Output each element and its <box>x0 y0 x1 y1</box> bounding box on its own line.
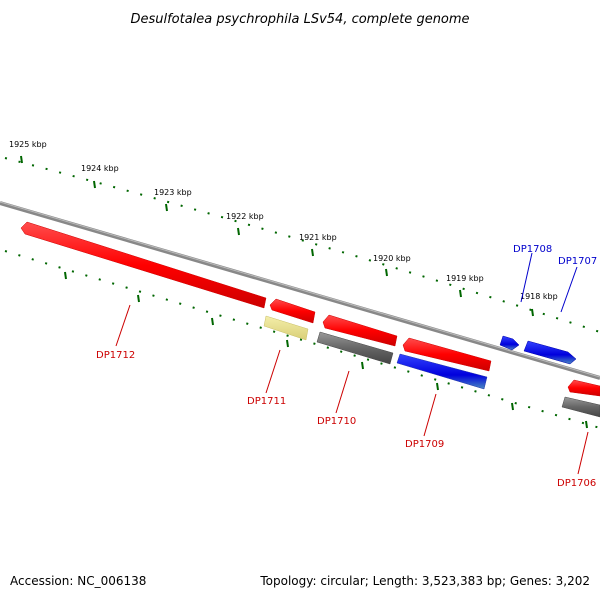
lower-tick-dots <box>4 250 600 429</box>
gene-label-dp1710[interactable]: DP1710 <box>317 416 356 427</box>
gene-labels: DP1712 DP1711 DP1710 DP1709 DP1708 DP170… <box>96 244 597 489</box>
genome-backbone-highlight <box>0 201 600 378</box>
gene-label-dp1707[interactable]: DP1707 <box>558 256 597 267</box>
scale-label: 1918 kbp <box>520 292 558 301</box>
major-tick <box>93 180 96 189</box>
leader-line-dp1706 <box>577 431 589 475</box>
genome-backbone <box>0 201 600 380</box>
genome-summary-text: Topology: circular; Length: 3,523,383 bp… <box>260 574 590 588</box>
leader-line-dp1708 <box>520 252 533 303</box>
scale-label: 1919 kbp <box>446 274 484 283</box>
major-ticks <box>20 155 534 317</box>
major-tick <box>436 382 439 391</box>
major-tick <box>137 294 140 303</box>
major-tick <box>459 289 462 298</box>
map-title: Desulfotalea psychrophila LSv54, complet… <box>130 12 469 27</box>
footer-bar: Accession: NC_006138 Topology: circular;… <box>0 570 600 594</box>
gene-arrow-dp1708[interactable] <box>499 335 520 351</box>
leader-line-dp1711 <box>265 349 281 394</box>
major-tick <box>211 317 214 326</box>
gene-features <box>20 221 600 418</box>
major-tick <box>585 420 588 429</box>
gene-arrow-dp1712[interactable] <box>20 221 267 309</box>
gene-arrow-dp1709[interactable] <box>402 337 492 372</box>
scale-label: 1921 kbp <box>299 233 337 242</box>
major-tick <box>64 271 67 280</box>
lower-major-ticks <box>64 271 588 429</box>
gene-arrow-dp1706-cds[interactable] <box>561 396 600 418</box>
gene-arrow-dp1710[interactable] <box>322 314 398 347</box>
gene-label-dp1709[interactable]: DP1709 <box>405 439 444 450</box>
major-tick <box>361 361 364 370</box>
major-tick <box>165 203 168 212</box>
gene-arrow-dp1709-cds[interactable] <box>396 353 488 390</box>
leader-line-dp1710 <box>335 370 350 414</box>
major-tick <box>20 155 23 164</box>
scale-label: 1924 kbp <box>81 164 119 173</box>
gene-arrow-dp1710-cds[interactable] <box>316 331 394 365</box>
gene-label-dp1711[interactable]: DP1711 <box>247 396 286 407</box>
gene-leader-lines <box>115 252 589 475</box>
major-tick <box>511 402 514 411</box>
major-tick <box>311 248 314 257</box>
scale-label: 1920 kbp <box>373 254 411 263</box>
leader-line-dp1712 <box>115 304 131 347</box>
gene-arrow-dp1711[interactable] <box>269 298 316 324</box>
accession-text: Accession: NC_006138 <box>10 574 147 588</box>
gene-label-dp1712[interactable]: DP1712 <box>96 350 135 361</box>
gene-arrow-dp1707[interactable] <box>523 340 577 365</box>
gene-label-dp1706[interactable]: DP1706 <box>557 478 596 489</box>
gene-arrow-dp1706[interactable] <box>567 379 600 397</box>
upper-tick-dots <box>4 157 600 333</box>
scale-label: 1923 kbp <box>154 188 192 197</box>
scale-label: 1922 kbp <box>226 212 264 221</box>
gene-arrow-dp1711-cds[interactable] <box>263 315 309 341</box>
major-tick <box>531 308 534 317</box>
upper-tick-track <box>4 157 600 333</box>
major-tick <box>237 227 240 236</box>
leader-line-dp1709 <box>423 393 437 437</box>
scale-label: 1925 kbp <box>9 140 47 149</box>
gene-label-dp1708[interactable]: DP1708 <box>513 244 552 255</box>
scale-labels: 1925 kbp 1924 kbp 1923 kbp 1922 kbp 1921… <box>9 140 558 301</box>
major-tick <box>286 339 289 348</box>
major-tick <box>385 268 388 277</box>
leader-line-dp1707 <box>560 266 578 313</box>
